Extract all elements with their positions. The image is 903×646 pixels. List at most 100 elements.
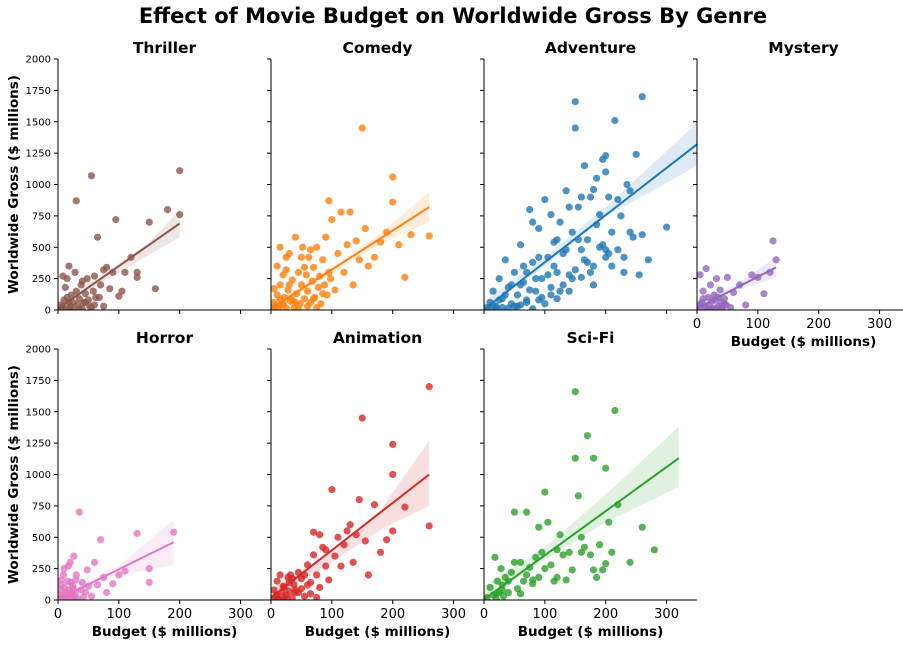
- data-point: [313, 571, 321, 579]
- data-point: [320, 281, 329, 289]
- y-tick-label: 2000: [26, 345, 51, 356]
- y-tick-label: 500: [32, 533, 51, 544]
- data-point: [580, 162, 589, 170]
- data-point: [425, 383, 433, 391]
- data-point: [349, 558, 357, 566]
- panel-comedy: Comedy: [267, 39, 484, 314]
- plot-area: [484, 388, 680, 600]
- data-point: [310, 551, 318, 559]
- data-point: [760, 290, 768, 298]
- data-point: [541, 565, 549, 573]
- data-point: [300, 295, 309, 303]
- data-point: [75, 305, 83, 310]
- data-point: [61, 283, 69, 292]
- data-point: [297, 281, 306, 289]
- regression-line: [58, 541, 175, 600]
- x-tick-label: 200: [380, 607, 405, 622]
- data-point: [151, 285, 159, 293]
- data-point: [516, 590, 525, 598]
- data-point: [716, 286, 724, 294]
- data-point: [81, 298, 89, 307]
- data-point: [358, 414, 366, 422]
- data-point: [583, 236, 592, 244]
- data-point: [310, 295, 318, 303]
- data-point: [541, 195, 549, 204]
- data-point: [59, 272, 67, 280]
- panel-horror: 0 250 500 750 1000 1250 1500 1750 2000 0 100 200 300…: [6, 329, 271, 640]
- data-point: [334, 249, 342, 258]
- data-point: [565, 203, 573, 211]
- data-point: [602, 464, 610, 472]
- x-tick-label: 100: [745, 317, 770, 332]
- data-point: [65, 262, 73, 270]
- data-point: [574, 203, 582, 211]
- panel-title: Animation: [333, 329, 422, 347]
- y-tick-label: 1750: [26, 376, 51, 387]
- data-point: [145, 578, 153, 587]
- x-tick-label: 100: [106, 607, 131, 622]
- panel-title: Horror: [136, 329, 194, 347]
- data-point: [282, 594, 290, 600]
- data-point: [504, 304, 512, 310]
- data-point: [523, 571, 531, 579]
- data-point: [327, 275, 335, 283]
- data-point: [118, 287, 126, 295]
- data-point: [95, 293, 103, 302]
- data-point: [133, 529, 141, 538]
- data-point: [553, 268, 561, 276]
- data-point: [538, 275, 546, 283]
- y-tick-label: 1750: [26, 86, 51, 97]
- data-point: [562, 187, 570, 195]
- data-point: [495, 275, 503, 283]
- data-point: [532, 275, 540, 283]
- data-point: [337, 562, 345, 570]
- data-point: [163, 206, 172, 214]
- data-point: [510, 558, 519, 566]
- data-point: [64, 562, 72, 570]
- data-point: [93, 233, 102, 241]
- data-point: [772, 256, 780, 264]
- data-point: [121, 567, 129, 575]
- data-point: [577, 533, 585, 541]
- data-point: [556, 287, 564, 295]
- regression-line: [484, 457, 680, 600]
- data-point: [145, 565, 153, 573]
- data-point: [328, 216, 336, 224]
- data-point: [571, 98, 579, 106]
- data-point: [635, 271, 643, 279]
- data-point: [75, 508, 83, 516]
- data-point: [605, 193, 613, 201]
- data-point: [706, 281, 714, 289]
- confidence-band: [58, 209, 180, 310]
- data-point: [529, 580, 537, 588]
- plot-area: [58, 508, 178, 600]
- data-point: [313, 593, 321, 600]
- y-tick-label: 1250: [26, 439, 51, 450]
- data-point: [282, 266, 290, 274]
- data-point: [87, 172, 96, 180]
- data-point: [589, 454, 598, 462]
- data-point: [61, 583, 69, 592]
- data-point: [559, 281, 567, 289]
- data-point: [81, 588, 89, 597]
- data-point: [608, 228, 616, 236]
- data-point: [319, 290, 327, 298]
- data-point: [565, 548, 573, 556]
- data-point: [519, 577, 528, 585]
- data-point: [550, 262, 558, 270]
- data-point: [112, 216, 120, 224]
- data-point: [571, 388, 579, 396]
- x-axis-label: Budget ($ millions): [92, 624, 237, 640]
- data-point: [535, 573, 543, 582]
- data-point: [70, 552, 78, 560]
- data-point: [544, 271, 552, 279]
- data-point: [322, 233, 330, 241]
- data-point: [325, 576, 333, 584]
- plot-area: [58, 167, 184, 310]
- data-point: [276, 243, 284, 251]
- data-point: [273, 262, 281, 270]
- data-point: [544, 518, 552, 526]
- data-point: [742, 301, 750, 309]
- data-point: [702, 264, 710, 273]
- data-point: [276, 281, 284, 289]
